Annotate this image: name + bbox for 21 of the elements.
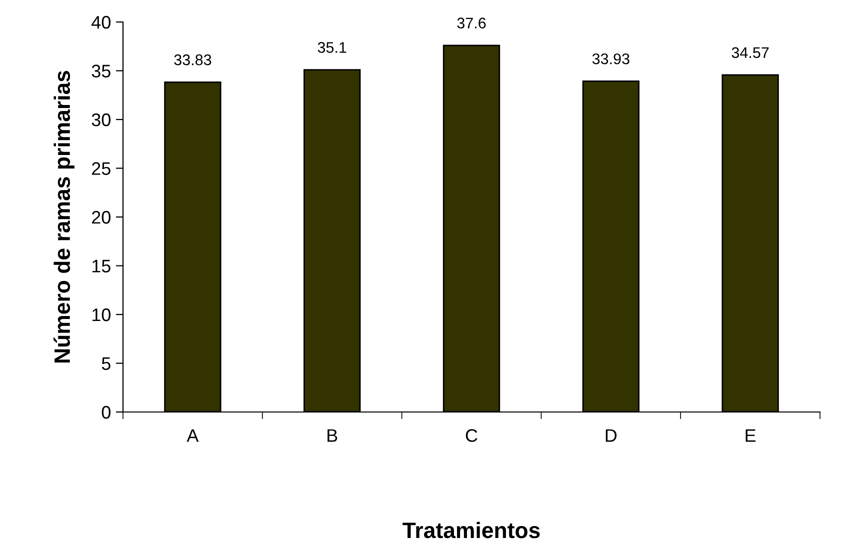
y-tick-label: 20 [92, 210, 110, 224]
y-tick-label: 15 [92, 260, 110, 272]
y-tick-label: 5 [102, 357, 110, 370]
data-label: 37.6 [457, 18, 486, 28]
y-tick-label: 35 [92, 64, 110, 78]
y-tick-label: 0 [102, 406, 110, 419]
y-tick-label: 25 [92, 162, 110, 175]
x-tick-label: B [328, 429, 338, 442]
x-tick-label: C [466, 429, 478, 442]
data-label: 33.83 [174, 54, 212, 66]
data-label: 34.57 [732, 47, 769, 58]
x-axis-title: Tratamientos [402, 522, 540, 538]
x-tick-label: D [606, 429, 617, 442]
y-tick-label: 10 [92, 308, 110, 322]
data-label: 33.93 [592, 53, 630, 64]
data-label: 35.1 [318, 42, 346, 53]
y-axis-title: Número de ramas primarias [54, 70, 74, 362]
x-tick-label: A [186, 429, 199, 442]
x-tick-label: E [746, 429, 756, 442]
y-tick-label: 30 [92, 113, 110, 126]
y-tick-label: 40 [92, 16, 110, 29]
